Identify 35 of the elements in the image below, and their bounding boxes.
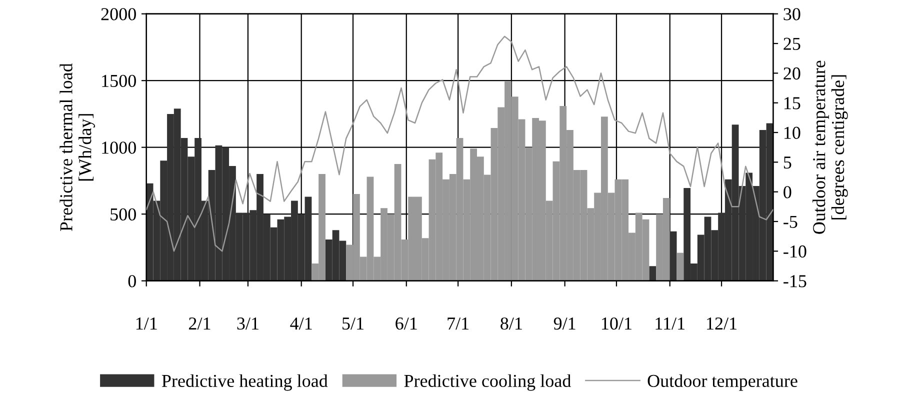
y-axis-title: Predictive thermal load [Wh/day] bbox=[60, 63, 95, 232]
legend-label: Outdoor temperature bbox=[648, 374, 798, 391]
y2-tick-label: 5 bbox=[784, 156, 792, 169]
y2-tick-label: -15 bbox=[784, 275, 806, 288]
x-tick-label: 11/1 bbox=[656, 318, 684, 330]
y2-tick-label: 10 bbox=[784, 126, 800, 139]
bar bbox=[670, 231, 677, 281]
y2-tick-label: -5 bbox=[784, 216, 798, 228]
x-tick-label: 7/1 bbox=[448, 318, 469, 330]
bar bbox=[676, 252, 684, 281]
y-tick-label: 1500 bbox=[102, 74, 136, 88]
x-tick-label: 3/1 bbox=[237, 318, 258, 330]
x-tick-label: 1/1 bbox=[136, 318, 157, 330]
x-tick-label: 12/1 bbox=[707, 318, 736, 330]
bar bbox=[649, 266, 656, 281]
y2-tick-label: 20 bbox=[784, 67, 800, 80]
x-tick-label: 4/1 bbox=[290, 318, 312, 330]
x-tick-label: 2/1 bbox=[189, 318, 210, 330]
x-tick-label: 5/1 bbox=[342, 318, 364, 330]
y2-tick-label: 30 bbox=[784, 8, 800, 20]
x-tick-label: 8/1 bbox=[500, 317, 522, 330]
y2-tick-label: -10 bbox=[784, 245, 806, 258]
y-tick-label: 500 bbox=[110, 208, 136, 221]
y-tick-label: 0 bbox=[128, 275, 136, 288]
y2-tick-label: 15 bbox=[784, 97, 800, 110]
y-tick-label: 1000 bbox=[102, 142, 136, 154]
x-tick-label: 6/1 bbox=[396, 318, 417, 330]
x-tick-label: 9/1 bbox=[554, 318, 576, 330]
x-tick-label: 10/1 bbox=[602, 317, 632, 330]
legend-label: Predictive heating load bbox=[162, 374, 328, 391]
y-tick-label: 2000 bbox=[101, 8, 136, 20]
y2-tick-label: 0 bbox=[784, 186, 792, 198]
legend-label: Predictive cooling load bbox=[404, 374, 571, 391]
y2-tick-label: 25 bbox=[784, 38, 800, 50]
y2-axis-title: Outdoor air temperature [degrees centigrade] bbox=[812, 60, 848, 234]
